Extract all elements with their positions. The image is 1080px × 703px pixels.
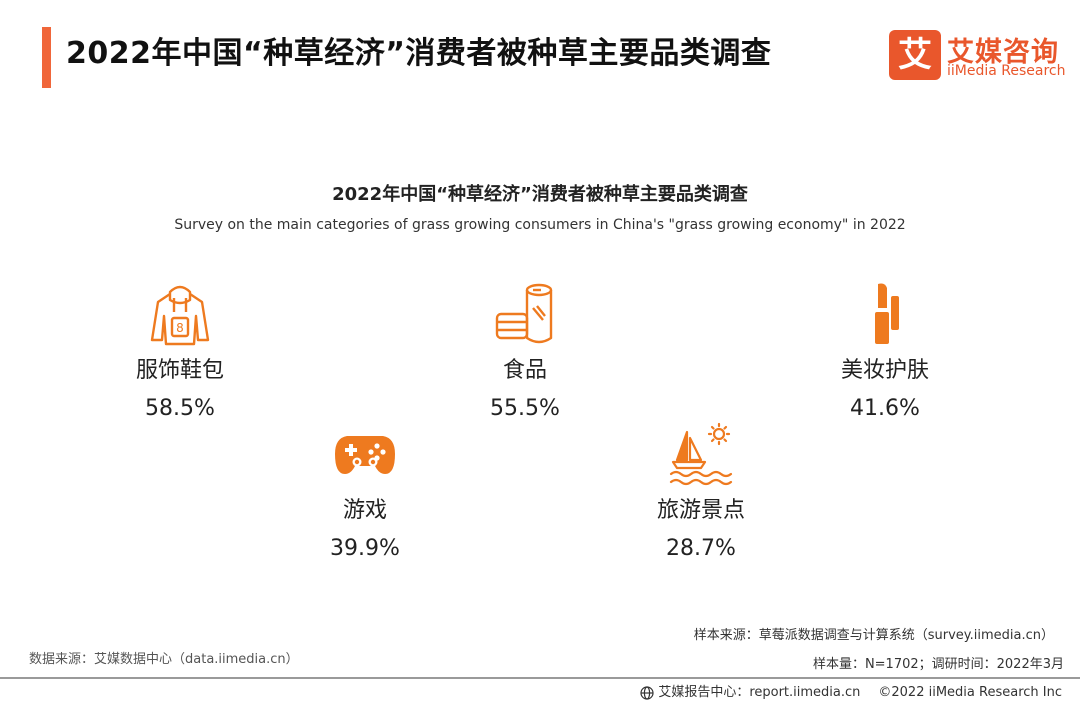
logo-english-name: iiMedia Research	[947, 63, 1066, 79]
hoodie-icon: 8	[150, 285, 210, 346]
footer-bottom: 艾媒报告中心：report.iimedia.cn ©2022 iiMedia Re…	[640, 681, 1062, 700]
lipstick-icon	[875, 283, 899, 344]
sample-source: 样本来源：草莓派数据调查与计算系统（survey.iimedia.cn）	[693, 628, 1054, 643]
report-center-link[interactable]: 艾媒报告中心：report.iimedia.cn	[658, 685, 861, 700]
category-label: 美妆护肤	[840, 358, 929, 383]
copyright: ©2022 iiMedia Research Inc	[878, 685, 1062, 700]
footer-divider	[0, 677, 1080, 679]
page-title: 2022年中国“种草经济”消费者被种草主要品类调查	[66, 36, 772, 71]
category-label: 服饰鞋包	[135, 358, 224, 383]
globe-icon	[640, 685, 654, 700]
category-travel: 旅游景点 28.7%	[601, 422, 801, 564]
category-value: 28.7%	[666, 536, 736, 561]
category-clothing: 8 服饰鞋包 58.5%	[80, 282, 280, 424]
sailboat-icon	[669, 422, 733, 486]
chart-title: 2022年中国“种草经济”消费者被种草主要品类调查	[332, 184, 748, 205]
category-games: 游戏 39.9%	[265, 422, 465, 564]
category-value: 39.9%	[330, 536, 400, 561]
category-label: 旅游景点	[656, 498, 745, 523]
category-cosmetics: 美妆护肤 41.6%	[785, 282, 985, 424]
gamepad-icon	[335, 436, 395, 474]
title-accent-bar	[42, 27, 51, 88]
svg-text:8: 8	[176, 321, 184, 335]
food-icon	[495, 283, 553, 344]
chart-subtitle: Survey on the main categories of grass g…	[174, 217, 906, 233]
category-label: 游戏	[342, 498, 387, 523]
category-label: 食品	[502, 358, 547, 383]
category-food: 食品 55.5%	[425, 282, 625, 424]
category-value: 41.6%	[850, 396, 920, 421]
category-value: 58.5%	[145, 396, 215, 421]
logo-chinese-name: 艾媒咨询	[947, 37, 1059, 68]
sample-info: 样本量：N=1702；调研时间：2022年3月	[812, 657, 1064, 672]
data-source: 数据来源：艾媒数据中心（data.iimedia.cn）	[29, 652, 299, 667]
logo-mark: 艾	[889, 30, 941, 80]
category-value: 55.5%	[490, 396, 560, 421]
iimedia-logo: 艾 艾媒咨询 iiMedia Research	[889, 30, 1066, 82]
